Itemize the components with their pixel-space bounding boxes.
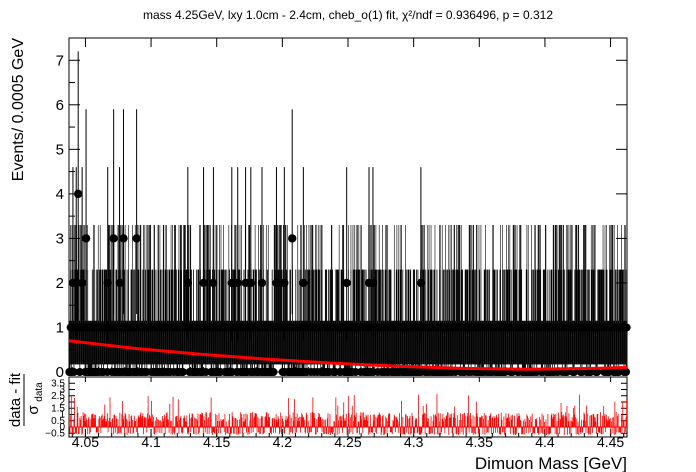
pull-y-axis-label: data - fit σ data [7, 372, 45, 427]
data-point [119, 234, 128, 243]
data-point [115, 278, 124, 288]
x-axis-label: Dimuon Mass [GeV] [475, 454, 627, 472]
pull-y-tick-label: 0 [59, 422, 65, 433]
data-point [69, 368, 78, 376]
data-point [257, 278, 267, 288]
fit-curve [68, 339, 628, 371]
pull-y-tick-label: −0.5 [45, 428, 65, 439]
y-tick-label: 0 [56, 364, 64, 381]
data-point [178, 368, 187, 376]
data-point [77, 278, 87, 288]
pull-plot-panel: 4.05 4.1 4.15 4.2 4.25 4.3 4.35 4.4 4.45 3.532.52… [45, 376, 628, 450]
data-point [246, 278, 256, 288]
x-tick-label: 4.05 [72, 434, 99, 450]
data-point [233, 278, 242, 288]
y-tick-label: 6 [56, 97, 64, 114]
data-point [280, 278, 289, 288]
data-point [199, 278, 208, 288]
data-point [73, 189, 83, 199]
data-point [342, 278, 351, 288]
data-point [132, 234, 141, 243]
x-tick-label: 4.45 [597, 434, 624, 450]
x-tick-label: 4.2 [273, 434, 293, 450]
data-point [269, 368, 278, 376]
y-tick-label: 5 [56, 141, 64, 158]
pull-y-tick-label: 0.5 [51, 416, 65, 427]
y-tick-label: 7 [56, 52, 64, 69]
data-point [183, 278, 193, 288]
data-point [593, 368, 602, 376]
data-point [81, 234, 91, 243]
pull-y-tick-label: 1 [59, 410, 65, 421]
pull-y-tick-label: 2 [59, 397, 65, 408]
x-tick-label: 4.35 [466, 434, 493, 450]
data-point [288, 234, 297, 243]
pull-y-label-denominator: σ [25, 405, 42, 415]
data-point [299, 278, 308, 288]
data-point [209, 278, 218, 288]
y-tick-label: 1 [56, 319, 64, 336]
pull-y-tick-label: 1.5 [51, 403, 65, 414]
y-tick-label: 4 [56, 186, 64, 203]
pull-y-label-numerator: data - fit [7, 372, 24, 427]
y-tick-label: 3 [56, 230, 64, 247]
pull-y-tick-label: 2.5 [51, 391, 65, 402]
x-tick-label: 4.4 [535, 434, 555, 450]
pull-y-label-subscript: data [34, 382, 45, 402]
x-tick-label: 4.15 [203, 434, 230, 450]
data-point [103, 278, 112, 288]
y-axis-label: Events/ 0.0005 GeV [10, 38, 27, 182]
data-point [622, 368, 631, 376]
data-point [109, 234, 118, 243]
data-point [272, 278, 281, 288]
pull-y-tick-label: 3.5 [51, 378, 65, 389]
x-tick-label: 4.25 [334, 434, 361, 450]
pull-y-tick-label: 3 [59, 385, 65, 396]
main-plot-panel: 0 1 2 3 4 5 6 7 [56, 37, 631, 381]
x-tick-label: 4.3 [404, 434, 424, 450]
pull-bars [68, 394, 628, 436]
data-point [368, 278, 378, 288]
background-bins [65, 225, 631, 376]
data-point [622, 323, 631, 332]
x-tick-label: 4.1 [141, 434, 161, 450]
data-point [416, 278, 426, 288]
y-tick-label: 2 [56, 275, 64, 292]
data-point [227, 278, 237, 288]
chart-title: mass 4.25GeV, lxy 1.0cm - 2.4cm, cheb_o(… [143, 8, 553, 22]
